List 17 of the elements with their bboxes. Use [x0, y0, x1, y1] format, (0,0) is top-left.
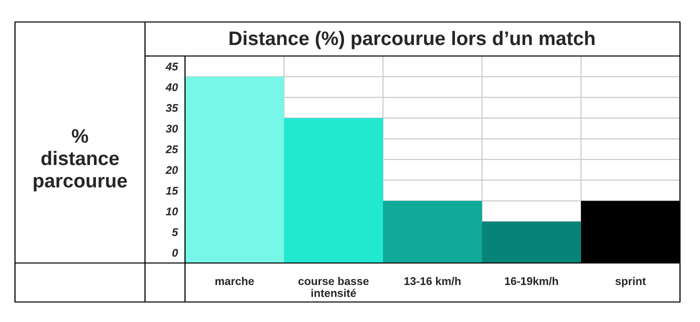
x-tick-label: sprint [615, 276, 646, 288]
x-tick-label: marche [215, 276, 254, 286]
y-tick-label: 45 [166, 62, 178, 70]
y-tick-label: 25 [166, 145, 178, 154]
y-tick-label: 10 [166, 208, 178, 216]
y-tick-label: 35 [166, 104, 178, 112]
chart-title: Distance (%) parcourue lors d’un match [230, 30, 594, 50]
y-tick-label: 15 [166, 186, 178, 195]
y-tick-label: 40 [166, 83, 178, 92]
y-tick-label: 30 [166, 124, 178, 133]
y-axis-title: % distance parcourue [34, 129, 127, 192]
y-tick-label: 0 [172, 248, 178, 257]
y-tick-label: 20 [166, 166, 178, 174]
x-tick-label: 13-16 km/h [404, 276, 461, 286]
y-tick-label: 5 [172, 228, 178, 236]
x-tick-label: 16-19km/h [505, 276, 558, 286]
x-tick-label: course basse intensité [298, 276, 369, 298]
